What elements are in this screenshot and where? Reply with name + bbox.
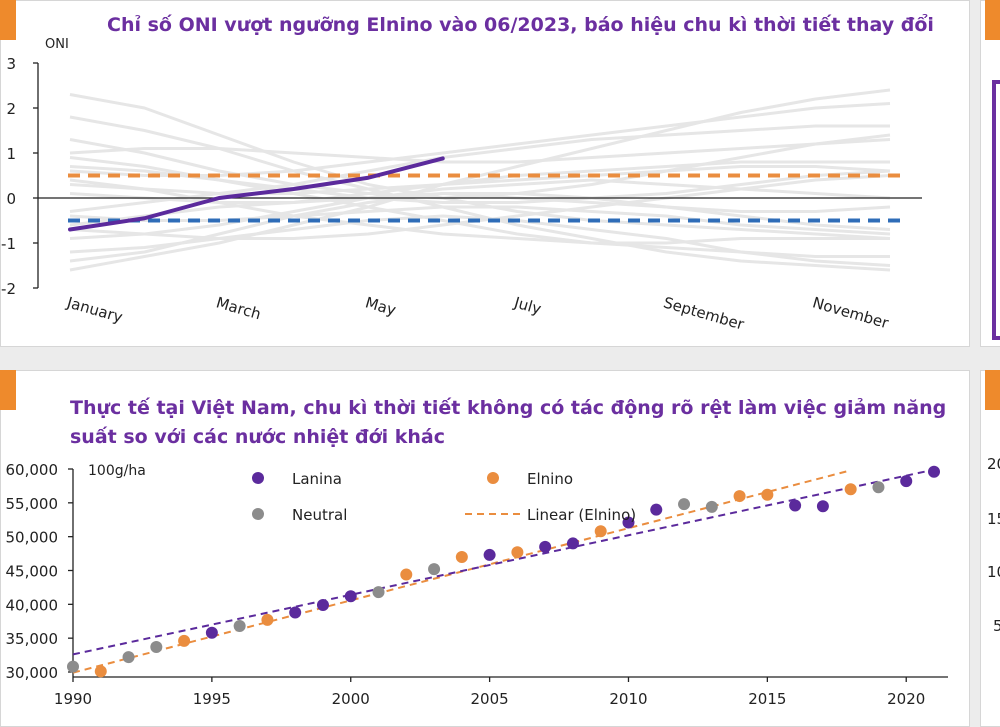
data-point-lanina — [316, 599, 329, 612]
data-point-neutral — [872, 481, 885, 494]
oni-chart-title: Chỉ số ONI vượt ngưỡng Elnino vào 06/202… — [107, 14, 934, 36]
x-tick-label: 2020 — [887, 690, 925, 708]
data-point-elnino — [455, 550, 468, 563]
side-panel-bottom — [980, 370, 1000, 727]
x-tick-label: 2005 — [471, 690, 509, 708]
y-tick-label: 50,000 — [6, 529, 59, 547]
legend-marker-elnino — [487, 472, 499, 484]
side-tick-10: 10 — [987, 563, 1000, 581]
unit-label: 100g/ha — [88, 463, 146, 479]
side-frame-purple — [992, 80, 1000, 340]
legend-marker-lanina — [252, 472, 264, 484]
y-tick-label: 40,000 — [6, 596, 59, 614]
data-point-lanina — [539, 540, 552, 553]
legend-label-lanina: Lanina — [292, 470, 342, 488]
data-point-neutral — [705, 500, 718, 513]
data-point-lanina — [566, 537, 579, 550]
side-accent-bottom — [985, 370, 1000, 410]
yield-chart-panel — [0, 370, 970, 727]
side-accent-top — [985, 0, 1000, 40]
data-point-lanina — [289, 606, 302, 619]
y-tick-label: 1 — [6, 145, 16, 163]
data-point-elnino — [594, 525, 607, 538]
y-tick-label: 55,000 — [6, 495, 59, 513]
data-point-neutral — [233, 619, 246, 632]
data-point-lanina — [650, 503, 663, 516]
y-tick-label: 45,000 — [6, 563, 59, 581]
x-tick-label: 2010 — [609, 690, 647, 708]
data-point-neutral — [678, 498, 691, 511]
yield-chart-title-line1: Thực tế tại Việt Nam, chu kì thời tiết k… — [70, 397, 947, 419]
data-point-neutral — [428, 563, 441, 576]
data-point-elnino — [261, 613, 274, 626]
data-point-elnino — [844, 483, 857, 496]
background-series-12 — [69, 115, 891, 272]
data-point-lanina — [344, 590, 357, 603]
data-point-neutral — [122, 651, 135, 664]
legend-label-linear: Linear (Elnino) — [527, 506, 636, 524]
y-axis-label: ONI — [45, 37, 69, 52]
y-tick-label: 30,000 — [6, 664, 59, 682]
y-tick-label: 60,000 — [6, 461, 59, 479]
legend-marker-neutral — [252, 508, 264, 520]
background-series-14 — [69, 165, 891, 204]
trendline-lanina — [72, 468, 935, 656]
background-series-10 — [69, 214, 891, 267]
x-tick-label: 1995 — [193, 690, 231, 708]
y-tick-label: 0 — [6, 190, 16, 208]
data-point-elnino — [733, 490, 746, 503]
x-tick-label: 1990 — [54, 690, 92, 708]
data-point-lanina — [900, 475, 913, 488]
legend-label-neutral: Neutral — [292, 506, 347, 524]
legend-label-elnino: Elnino — [527, 470, 573, 488]
oni-2023-line — [68, 156, 445, 232]
data-point-neutral — [372, 586, 385, 599]
background-series-3 — [69, 93, 891, 240]
data-point-neutral — [150, 640, 163, 653]
background-series-8 — [69, 178, 891, 240]
y-tick-label: 3 — [6, 55, 16, 73]
yield-chart: 30,000 35,000 40,000 45,000 50,000 55,000 60,0… — [6, 461, 948, 708]
data-point-lanina — [205, 626, 218, 639]
top-accent-bar — [0, 0, 16, 40]
data-point-lanina — [928, 465, 940, 478]
y-tick-label: 35,000 — [6, 630, 59, 648]
x-tick-label: 2015 — [748, 690, 786, 708]
yield-chart-title-line2: suất so với các nước nhiệt đới khác — [70, 426, 446, 448]
background-series-16 — [69, 138, 891, 164]
background-series-13 — [69, 124, 890, 213]
bottom-accent-bar — [0, 370, 16, 410]
side-tick-15: 15 — [987, 510, 1000, 528]
data-point-elnino — [511, 546, 524, 559]
background-series-17 — [69, 174, 891, 240]
data-point-elnino — [178, 634, 191, 647]
data-point-neutral — [67, 660, 79, 673]
y-tick-label: 2 — [6, 100, 16, 118]
background-series-9 — [69, 102, 891, 177]
background-series-5 — [69, 165, 891, 195]
side-tick-5: 5 — [993, 617, 1000, 635]
x-tick-label: 2000 — [332, 690, 370, 708]
background-series-1 — [69, 160, 890, 227]
data-point-lanina — [789, 499, 802, 512]
y-tick-label: -2 — [1, 280, 16, 298]
side-tick-20: 20 — [987, 455, 1000, 473]
data-point-lanina — [622, 516, 635, 529]
y-tick-label: -1 — [1, 235, 16, 253]
data-point-elnino — [94, 665, 107, 678]
background-series-6 — [69, 205, 891, 236]
data-point-elnino — [761, 488, 774, 501]
data-point-lanina — [816, 500, 829, 513]
data-point-lanina — [483, 548, 496, 561]
background-series-4 — [69, 88, 891, 272]
data-point-elnino — [400, 568, 413, 581]
